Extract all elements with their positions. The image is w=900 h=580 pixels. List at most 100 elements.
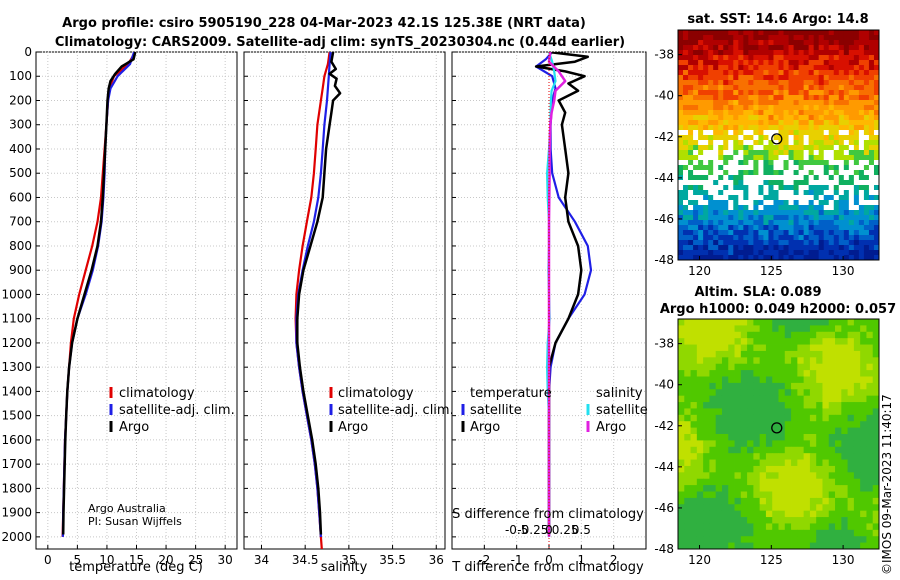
map-cell: [828, 402, 836, 409]
map-cell: [748, 245, 754, 251]
map-cell: [778, 180, 784, 186]
map-cell: [773, 170, 779, 176]
map-cell: [773, 55, 779, 61]
map-cell: [765, 453, 773, 460]
map-cell: [698, 145, 704, 151]
map-cell: [803, 100, 810, 106]
map-cell: [734, 529, 742, 537]
map-cell: [828, 70, 835, 76]
map-cell: [738, 100, 744, 106]
map-cell: [765, 382, 773, 390]
map-cell: [773, 90, 779, 96]
map-cell: [759, 478, 767, 486]
map-cell: [713, 165, 719, 171]
map-cell: [688, 155, 694, 161]
map-cell: [873, 30, 880, 36]
map-cell: [759, 414, 767, 422]
map-cell: [847, 536, 855, 544]
map-cell: [848, 140, 855, 146]
map-cell: [733, 125, 739, 131]
map-cell: [696, 338, 704, 345]
map-cell: [847, 395, 855, 403]
map-cell: [778, 395, 786, 403]
map-cell: [838, 175, 845, 181]
map-cell: [743, 215, 749, 221]
map-cell: [758, 120, 764, 126]
map-cell: [703, 376, 710, 384]
map-cell: [783, 215, 789, 221]
map-cell: [765, 376, 773, 384]
map-cell: [747, 472, 754, 480]
map-cell: [763, 215, 769, 221]
map-cell: [822, 395, 830, 403]
map-cell: [848, 30, 855, 36]
map-cell: [713, 220, 719, 226]
map-cell: [740, 446, 748, 454]
map-cell: [797, 389, 805, 397]
map-cell: [803, 255, 810, 261]
map-cell: [733, 70, 739, 76]
map-cell: [847, 344, 855, 352]
map-cell: [723, 190, 729, 196]
map-cell: [858, 70, 865, 76]
map-cell: [816, 536, 823, 544]
map-cell: [860, 504, 867, 512]
map-cell: [763, 190, 769, 196]
map-cell: [763, 235, 769, 241]
map-cell: [743, 85, 749, 91]
map-cell: [808, 35, 815, 41]
map-cell: [703, 120, 709, 126]
map-cell: [728, 523, 735, 531]
map-cell: [788, 145, 794, 151]
map-cell: [863, 170, 870, 176]
map-cell: [872, 504, 880, 512]
map-cell: [738, 195, 744, 201]
map-cell: [698, 85, 704, 91]
map-cell: [690, 344, 698, 352]
map-cell: [803, 190, 810, 196]
map-cell: [784, 376, 792, 384]
map-cell: [847, 497, 855, 505]
map-cell: [841, 325, 848, 333]
map-cell: [738, 255, 744, 261]
map-cell: [765, 331, 773, 339]
map-cell: [738, 170, 744, 176]
map-cell: [860, 408, 867, 416]
map-cell: [759, 376, 767, 384]
map-cell: [841, 319, 848, 326]
map-cell: [843, 135, 850, 141]
map-cell: [858, 235, 865, 241]
map-cell: [773, 95, 779, 101]
map-cell: [778, 510, 786, 518]
map-cell: [838, 200, 845, 206]
map-cell: [833, 255, 840, 261]
map-cell: [709, 536, 717, 544]
map-cell: [798, 135, 805, 141]
map-cell: [868, 40, 875, 46]
map-cell: [728, 185, 734, 191]
map-cell: [684, 331, 691, 339]
map-cell: [747, 338, 754, 345]
map-cell: [693, 165, 699, 171]
figure-title-line1: Argo profile: csiro 5905190_228 04-Mar-2…: [62, 16, 586, 31]
map-cell: [783, 85, 789, 91]
map-cell: [843, 115, 850, 121]
map-cell: [708, 65, 714, 71]
map-cell: [848, 80, 855, 86]
map-cell: [693, 195, 699, 201]
map-cell: [866, 465, 874, 473]
map-cell: [758, 250, 764, 256]
map-cell: [872, 434, 880, 441]
map-cell: [721, 485, 729, 492]
map-cell: [853, 491, 861, 499]
map-cell: [847, 421, 855, 429]
map-cell: [683, 175, 689, 181]
map-cell: [753, 453, 761, 460]
map-cell: [759, 504, 767, 512]
map-cell: [778, 250, 784, 256]
map-cell: [678, 395, 685, 403]
map-cell: [873, 115, 880, 121]
map-cell: [813, 155, 820, 161]
map-cell: [828, 165, 835, 171]
map-cell: [743, 250, 749, 256]
